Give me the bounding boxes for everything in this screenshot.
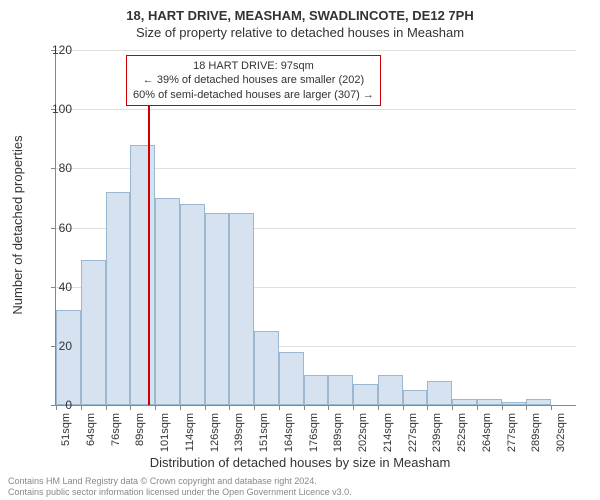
xtick-mark [353,405,354,410]
title-main: 18, HART DRIVE, MEASHAM, SWADLINCOTE, DE… [0,0,600,23]
xtick-mark [452,405,453,410]
chart-container: 18, HART DRIVE, MEASHAM, SWADLINCOTE, DE… [0,0,600,500]
marker-line [148,90,150,405]
xtick-label: 114sqm [184,413,196,451]
annotation-line2: ← 39% of detached houses are smaller (20… [133,73,374,87]
xtick-label: 76sqm [110,413,122,446]
ytick-label: 80 [42,161,72,175]
xtick-label: 189sqm [332,413,344,452]
xtick-mark [106,405,107,410]
xtick-mark [526,405,527,410]
histogram-bar [130,145,155,405]
histogram-bar [56,310,81,405]
ytick-label: 60 [42,221,72,235]
histogram-bar [427,381,452,405]
xtick-mark [403,405,404,410]
histogram-bar [403,390,428,405]
histogram-bar [477,399,502,405]
xtick-label: 176sqm [308,413,320,452]
xtick-label: 51sqm [60,413,72,446]
xtick-mark [254,405,255,410]
xtick-label: 89sqm [134,413,146,446]
title-sub: Size of property relative to detached ho… [0,23,600,40]
xtick-mark [378,405,379,410]
xtick-label: 151sqm [258,413,270,452]
histogram-bar [81,260,106,405]
xtick-label: 289sqm [530,413,542,452]
ytick-label: 120 [42,43,72,57]
histogram-bar [353,384,378,405]
xtick-mark [477,405,478,410]
xtick-mark [502,405,503,410]
xtick-mark [81,405,82,410]
footer-line1: Contains HM Land Registry data © Crown c… [8,476,352,487]
xtick-label: 227sqm [407,413,419,452]
x-axis-label: Distribution of detached houses by size … [0,455,600,470]
xtick-label: 164sqm [283,413,295,452]
plot-area: 51sqm64sqm76sqm89sqm101sqm114sqm126sqm13… [55,50,576,406]
histogram-bar [229,213,254,405]
histogram-bar [452,399,477,405]
xtick-mark [328,405,329,410]
histogram-bar [328,375,353,405]
xtick-mark [205,405,206,410]
annotation-line3: 60% of semi-detached houses are larger (… [133,88,374,102]
xtick-label: 202sqm [357,413,369,452]
xtick-label: 302sqm [555,413,567,452]
histogram-bar [502,402,527,405]
xtick-label: 239sqm [431,413,443,452]
histogram-bar [279,352,304,405]
histogram-bar [304,375,329,405]
xtick-label: 126sqm [209,413,221,452]
xtick-mark [180,405,181,410]
chart-area: 51sqm64sqm76sqm89sqm101sqm114sqm126sqm13… [55,50,575,405]
xtick-label: 139sqm [233,413,245,452]
xtick-mark [427,405,428,410]
xtick-label: 214sqm [382,413,394,452]
y-axis-label: Number of detached properties [10,135,25,314]
histogram-bar [526,399,551,405]
xtick-label: 64sqm [85,413,97,446]
xtick-label: 277sqm [506,413,518,452]
xtick-mark [155,405,156,410]
footer: Contains HM Land Registry data © Crown c… [8,476,352,498]
footer-line2: Contains public sector information licen… [8,487,352,498]
histogram-bar [155,198,180,405]
xtick-mark [130,405,131,410]
histogram-bar [378,375,403,405]
xtick-mark [229,405,230,410]
ytick-label: 40 [42,280,72,294]
histogram-bar [205,213,230,405]
gridline [56,109,576,110]
xtick-mark [279,405,280,410]
xtick-mark [551,405,552,410]
histogram-bar [106,192,131,405]
xtick-label: 101sqm [159,413,171,452]
gridline [56,50,576,51]
annotation-line1: 18 HART DRIVE: 97sqm [133,59,374,73]
xtick-mark [304,405,305,410]
histogram-bar [254,331,279,405]
xtick-label: 264sqm [481,413,493,452]
xtick-label: 252sqm [456,413,468,452]
ytick-label: 100 [42,102,72,116]
ytick-label: 0 [42,398,72,412]
histogram-bar [180,204,205,405]
annotation-box: 18 HART DRIVE: 97sqm← 39% of detached ho… [126,55,381,106]
ytick-label: 20 [42,339,72,353]
